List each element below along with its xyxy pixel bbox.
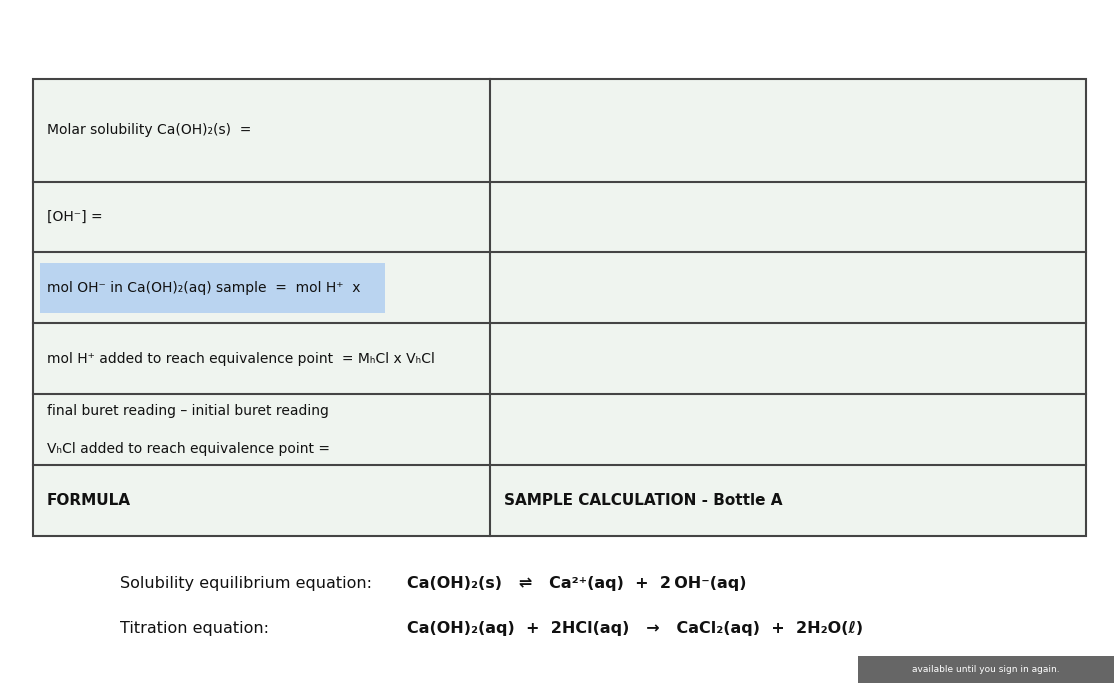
Text: FORMULA: FORMULA [47,493,130,508]
Text: Ca(OH)₂(s)   ⇌   Ca²⁺(aq)  +  2 OH⁻(aq): Ca(OH)₂(s) ⇌ Ca²⁺(aq) + 2 OH⁻(aq) [407,576,746,591]
Bar [40,263,385,313]
Bar [33,79,1086,536]
Text: mol OH⁻ in Ca(OH)₂(aq) sample  =  mol H⁺  x: mol OH⁻ in Ca(OH)₂(aq) sample = mol H⁺ x [47,281,360,295]
Text: Solubility equilibrium equation:: Solubility equilibrium equation: [120,576,372,591]
Text: Ca(OH)₂(aq)  +  2HCl(aq)   →   CaCl₂(aq)  +  2H₂O(ℓ): Ca(OH)₂(aq) + 2HCl(aq) → CaCl₂(aq) + 2H₂… [407,621,862,636]
Text: SAMPLE CALCULATION - Bottle A: SAMPLE CALCULATION - Bottle A [504,493,782,508]
Text: [OH⁻] =: [OH⁻] = [47,210,102,224]
Text: mol H⁺ added to reach equivalence point  = MₕCl x VₕCl: mol H⁺ added to reach equivalence point … [47,352,434,366]
Text: final buret reading – initial buret reading: final buret reading – initial buret read… [47,404,329,417]
Text: Titration equation:: Titration equation: [120,621,270,636]
Text: available until you sign in again.: available until you sign in again. [912,665,1059,674]
Text: VₕCl added to reach equivalence point =: VₕCl added to reach equivalence point = [47,442,330,456]
Bar [858,656,1114,683]
Text: Molar solubility Ca(OH)₂(s)  =: Molar solubility Ca(OH)₂(s) = [47,123,251,137]
